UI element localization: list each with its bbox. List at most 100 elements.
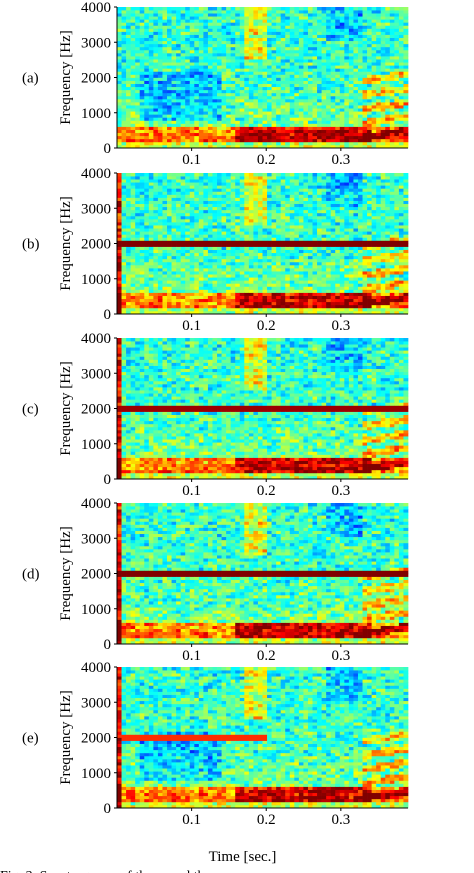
heatmap-cell xyxy=(226,7,232,11)
heatmap-cell xyxy=(167,144,172,149)
heatmap-cell xyxy=(335,126,341,130)
heatmap-cell xyxy=(326,34,332,39)
heatmap-cell xyxy=(257,182,263,186)
heatmap-cell xyxy=(121,28,127,32)
heatmap-cell xyxy=(185,83,191,88)
heatmap-cell xyxy=(167,25,172,29)
heatmap-cell xyxy=(289,25,295,29)
heatmap-cell xyxy=(226,25,232,29)
heatmap-cell xyxy=(303,246,309,250)
heatmap-cell xyxy=(135,212,141,217)
heatmap-cell xyxy=(389,37,395,42)
heatmap-cell xyxy=(248,49,254,54)
heatmap-cell xyxy=(326,135,332,140)
heatmap-cell xyxy=(248,310,254,315)
heatmap-cell xyxy=(289,194,295,198)
heatmap-cell xyxy=(226,111,232,115)
heatmap-cell xyxy=(280,277,286,281)
heatmap-cell xyxy=(203,182,209,186)
heatmap-cell xyxy=(239,92,245,97)
heatmap-cell xyxy=(294,144,300,149)
heatmap-cell xyxy=(139,37,145,42)
heatmap-cell xyxy=(194,31,200,35)
heatmap-cell xyxy=(367,117,372,121)
heatmap-cell xyxy=(239,307,245,312)
heatmap-cell xyxy=(253,49,259,54)
heatmap-cell xyxy=(162,126,168,130)
heatmap-cell xyxy=(312,301,318,306)
heatmap-cell xyxy=(280,271,286,275)
heatmap-cell xyxy=(285,114,291,118)
heatmap-cell xyxy=(303,240,309,244)
heatmap-cell xyxy=(389,52,395,57)
heatmap-cell xyxy=(198,298,204,303)
heatmap-cell xyxy=(135,141,141,146)
heatmap-cell xyxy=(139,310,145,315)
heatmap-cell xyxy=(162,68,168,72)
heatmap-cell xyxy=(162,307,168,312)
heatmap-cell xyxy=(121,10,127,14)
heatmap-cell xyxy=(230,129,236,134)
heatmap-cell xyxy=(185,234,191,238)
heatmap-cell xyxy=(244,240,250,244)
heatmap-cell xyxy=(339,86,345,91)
heatmap-cell xyxy=(285,68,291,72)
heatmap-cell xyxy=(121,283,127,287)
heatmap-cell xyxy=(135,98,141,103)
heatmap-cell xyxy=(171,77,177,81)
heatmap-cell xyxy=(180,16,186,20)
heatmap-cell xyxy=(312,268,318,272)
heatmap-cell xyxy=(230,176,236,180)
heatmap-cell xyxy=(203,123,209,127)
heatmap-cell xyxy=(135,22,141,26)
heatmap-cell xyxy=(139,307,145,312)
heatmap-cell xyxy=(348,117,354,121)
heatmap-cell xyxy=(317,123,322,127)
heatmap-cell xyxy=(198,129,204,134)
heatmap-cell xyxy=(230,194,236,198)
heatmap-cell xyxy=(344,7,350,11)
heatmap-cell xyxy=(121,52,127,57)
heatmap-cell xyxy=(198,34,204,39)
heatmap-cell xyxy=(271,98,277,103)
heatmap-cell xyxy=(185,240,191,244)
heatmap-cell xyxy=(267,7,272,11)
heatmap-cell xyxy=(135,120,141,124)
heatmap-cell xyxy=(303,16,309,20)
heatmap-cell xyxy=(298,200,304,205)
heatmap-cell xyxy=(217,135,222,140)
heatmap-cell xyxy=(280,62,286,66)
heatmap-cell xyxy=(285,243,291,247)
heatmap-cell xyxy=(307,65,313,69)
heatmap-cell xyxy=(367,43,372,48)
heatmap-cell xyxy=(285,89,291,94)
heatmap-cell xyxy=(139,274,145,278)
heatmap-cell xyxy=(262,34,268,39)
heatmap-cell xyxy=(244,203,250,208)
heatmap-cell xyxy=(162,98,168,103)
heatmap-cell xyxy=(235,264,241,269)
heatmap-cell xyxy=(367,138,372,143)
heatmap-cell xyxy=(235,74,241,78)
heatmap-cell xyxy=(189,243,195,247)
heatmap-cell xyxy=(198,89,204,94)
heatmap-cell xyxy=(294,283,300,287)
heatmap-cell xyxy=(230,237,236,241)
heatmap-cell xyxy=(217,138,222,143)
heatmap-cell xyxy=(126,43,131,48)
heatmap-cell xyxy=(307,40,313,45)
heatmap-cell xyxy=(385,46,391,51)
heatmap-cell xyxy=(180,271,186,275)
heatmap-cell xyxy=(121,200,127,205)
heatmap-cell xyxy=(194,243,200,247)
heatmap-cell xyxy=(139,286,145,290)
heatmap-cell xyxy=(385,129,391,134)
heatmap-cell xyxy=(294,307,300,312)
heatmap-cell xyxy=(212,222,218,226)
heatmap-cell xyxy=(239,80,245,84)
heatmap-cell xyxy=(389,105,395,109)
heatmap-cell xyxy=(167,138,172,143)
heatmap-cell xyxy=(298,92,304,97)
heatmap-cell xyxy=(117,10,122,14)
heatmap-cell xyxy=(157,31,163,35)
